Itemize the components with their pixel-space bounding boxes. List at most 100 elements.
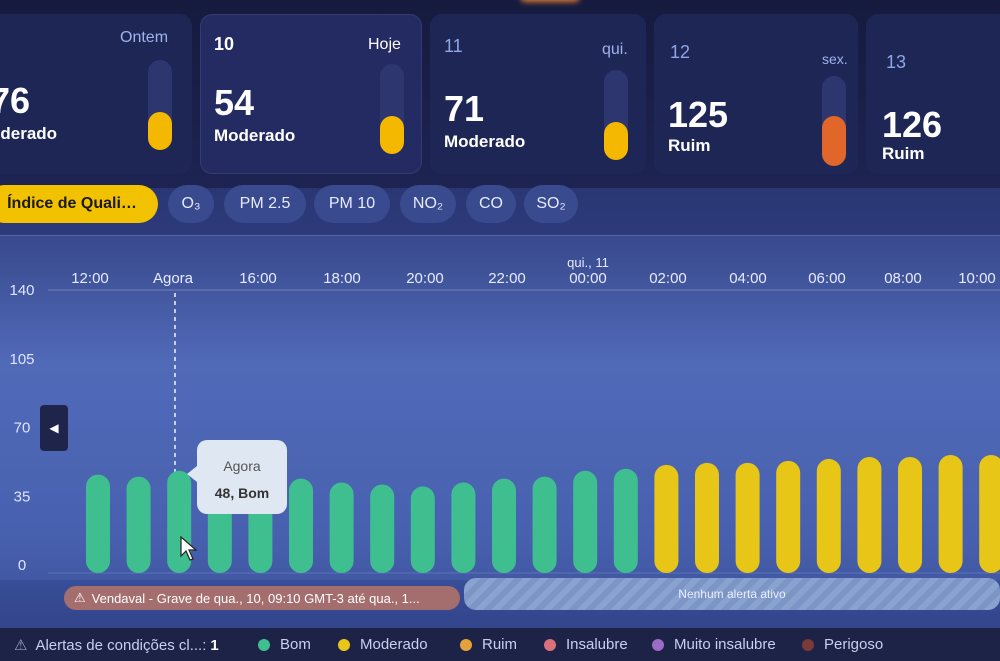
tooltip-value: 48, Bom bbox=[214, 485, 270, 501]
x-tick-label: 22:00 bbox=[488, 270, 526, 287]
x-tick-label: 06:00 bbox=[808, 270, 846, 287]
chart-bar bbox=[370, 484, 395, 573]
x-tick-label: 10:00 bbox=[958, 270, 996, 287]
legend-dot bbox=[544, 638, 556, 651]
legend-item-ruim[interactable]: Ruim bbox=[460, 636, 517, 653]
day-value: 126 bbox=[882, 104, 943, 145]
x-tick-label: 20:00 bbox=[406, 270, 444, 287]
day-card-hoje[interactable]: 10 Hoje 54 Moderado bbox=[200, 14, 422, 174]
chart-bar bbox=[532, 476, 557, 573]
day-value: 76 bbox=[0, 80, 31, 121]
day-label: sex. bbox=[822, 51, 848, 67]
day-category: oderado bbox=[0, 124, 58, 143]
chart-bar bbox=[410, 486, 435, 573]
x-tick-label: 00:00 bbox=[569, 270, 607, 287]
chart-bar bbox=[86, 474, 110, 573]
legend-item-moderado[interactable]: Moderado bbox=[338, 636, 428, 653]
legend-label: Moderado bbox=[360, 636, 428, 653]
chart-scroll-left-button[interactable]: ◀ bbox=[40, 405, 68, 451]
y-tick-label: 0 bbox=[18, 557, 26, 574]
y-tick-label: 70 bbox=[14, 420, 31, 437]
day-category: Moderado bbox=[444, 132, 526, 151]
legend-alerts[interactable]: ⚠ Alertas de condições cl...: 1 bbox=[14, 636, 219, 655]
chart-bar bbox=[451, 482, 476, 573]
chart-bar bbox=[695, 462, 719, 573]
date-label: qui., 11 bbox=[567, 255, 609, 270]
chart-bar bbox=[816, 458, 841, 573]
chart-bar bbox=[654, 464, 679, 573]
level-fill bbox=[604, 122, 628, 160]
chart-bar bbox=[735, 462, 760, 573]
day-category: Ruim bbox=[668, 136, 711, 155]
level-track bbox=[148, 60, 172, 150]
day-value: 125 bbox=[668, 94, 729, 135]
tab-aqi[interactable]: Índice de Quali… bbox=[0, 185, 158, 223]
day-label: qui. bbox=[602, 41, 628, 58]
day-card-13[interactable]: 13 126 Ruim bbox=[866, 14, 1000, 174]
top-glow bbox=[520, 0, 580, 2]
day-number: 10 bbox=[214, 34, 235, 54]
x-tick-label: 12:00 bbox=[71, 270, 109, 287]
x-tick-label: 04:00 bbox=[729, 270, 767, 287]
level-fill bbox=[822, 116, 846, 166]
legend-label: Insalubre bbox=[566, 636, 628, 653]
chart-bar bbox=[289, 478, 313, 573]
warning-icon: ⚠ bbox=[74, 590, 86, 605]
x-tick-label: 02:00 bbox=[649, 270, 687, 287]
day-label: Ontem bbox=[120, 29, 169, 46]
chart-bar bbox=[979, 455, 1000, 573]
tooltip-title: Agora bbox=[223, 458, 261, 474]
tab-so2[interactable]: SO₂ bbox=[524, 185, 578, 223]
legend-dot bbox=[652, 638, 664, 651]
chart-bar bbox=[857, 456, 882, 573]
level-fill bbox=[380, 116, 404, 154]
level-track bbox=[822, 76, 846, 166]
legend-item-bom[interactable]: Bom bbox=[258, 636, 311, 653]
legend-item-perigoso[interactable]: Perigoso bbox=[802, 636, 883, 653]
mouse-pointer-icon bbox=[180, 536, 198, 561]
y-tick-label: 140 bbox=[9, 282, 34, 299]
chart-tooltip: Agora 48, Bom bbox=[187, 440, 287, 514]
active-alert-bar[interactable]: ⚠ Vendaval - Grave de qua., 10, 09:10 GM… bbox=[64, 586, 460, 610]
legend-alerts-label: Alertas de condições cl...: bbox=[35, 636, 207, 654]
day-category: Moderado bbox=[214, 126, 296, 145]
day-label: Hoje bbox=[368, 36, 401, 53]
tab-pm25[interactable]: PM 2.5 bbox=[224, 185, 306, 223]
x-tick-label: 08:00 bbox=[884, 270, 922, 287]
x-tick-label: Agora bbox=[153, 270, 194, 287]
chart-bar bbox=[938, 455, 963, 573]
tab-o3[interactable]: O₃ bbox=[168, 185, 214, 223]
forecast-strip: Ontem 76 oderado 10 Hoje 54 Moderado 11 … bbox=[0, 0, 1000, 188]
warning-icon: ⚠ bbox=[14, 637, 28, 654]
tab-co[interactable]: CO bbox=[466, 185, 516, 223]
legend-dot bbox=[460, 638, 472, 651]
legend-label: Ruim bbox=[482, 636, 518, 653]
y-tick-label: 35 bbox=[14, 488, 31, 505]
level-track bbox=[604, 70, 628, 160]
tab-no2[interactable]: NO₂ bbox=[400, 185, 456, 223]
chart-bar bbox=[776, 460, 801, 573]
y-tick-label: 105 bbox=[9, 351, 34, 368]
day-card-ontem[interactable]: Ontem 76 oderado bbox=[0, 14, 192, 174]
chart-bar bbox=[126, 476, 151, 573]
legend-item-insalubre[interactable]: Insalubre bbox=[544, 636, 628, 653]
legend-label: Perigoso bbox=[824, 636, 884, 653]
day-card-sex[interactable]: 12 sex. 125 Ruim bbox=[654, 14, 858, 174]
day-value: 71 bbox=[444, 88, 485, 129]
level-track bbox=[380, 64, 404, 154]
legend-dot bbox=[258, 638, 270, 651]
level-fill bbox=[148, 112, 172, 150]
legend: ⚠ Alertas de condições cl...: 1 Bom Mode… bbox=[0, 628, 1000, 661]
day-card-qui[interactable]: 11 qui. 71 Moderado bbox=[430, 14, 646, 174]
legend-item-muito-insalubre[interactable]: Muito insalubre bbox=[652, 636, 776, 653]
tab-pm10[interactable]: PM 10 bbox=[314, 185, 390, 223]
day-category: Ruim bbox=[882, 144, 925, 163]
no-alert-bar: Nenhum alerta ativo bbox=[464, 578, 1000, 610]
legend-dot bbox=[338, 638, 350, 651]
no-alert-text: Nenhum alerta ativo bbox=[678, 587, 786, 601]
legend-dot bbox=[802, 638, 814, 651]
x-tick-label: 16:00 bbox=[239, 270, 277, 287]
active-alert-text: Vendaval - Grave de qua., 10, 09:10 GMT-… bbox=[91, 590, 420, 606]
caret-left-icon: ◀ bbox=[49, 421, 59, 435]
chart-bar bbox=[898, 456, 922, 573]
